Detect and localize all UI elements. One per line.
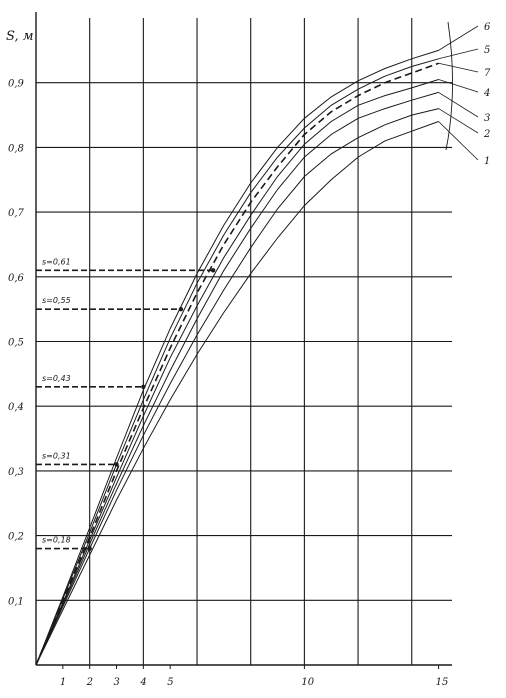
series-lines [35, 21, 479, 666]
y-tick-label: 0,9 [8, 79, 25, 90]
y-tick-label: 0,8 [8, 143, 24, 154]
marker-label: s=0,43 [42, 374, 71, 383]
x-tick-label: 1 [60, 677, 66, 688]
grid [36, 18, 452, 665]
series-label-5: 5 [484, 45, 490, 56]
series-leader-3 [438, 92, 479, 118]
marker-point [210, 268, 216, 273]
series-line-2 [35, 108, 439, 666]
y-axis-label: S, м [6, 29, 34, 44]
series-line-3 [35, 91, 439, 666]
y-tick-label: 0,6 [8, 273, 25, 284]
series-label-3: 3 [484, 113, 490, 124]
x-tick-label: 2 [86, 677, 93, 688]
x-tick-label: 5 [167, 677, 173, 688]
series-leader-1 [438, 121, 479, 161]
series-leader-2 [438, 108, 479, 134]
y-tick-label: 0,5 [8, 338, 24, 349]
marker-label: s=0,31 [42, 451, 71, 460]
series-line-4 [35, 79, 439, 666]
marker-point [141, 384, 146, 389]
marker-point [87, 546, 92, 551]
series-leader-4 [438, 79, 479, 93]
x-tick-label: 4 [139, 677, 146, 688]
series-line-5 [35, 58, 439, 666]
series-line-7 [35, 62, 439, 666]
marker-point [114, 462, 119, 467]
annotations [36, 268, 216, 551]
x-tick-label: 10 [301, 677, 314, 688]
series-label-2: 2 [483, 129, 490, 140]
marker-label: s=0,55 [42, 296, 71, 305]
y-tick-label: 0,1 [8, 596, 24, 607]
marker-point [178, 306, 184, 312]
y-tick-label: 0,4 [8, 402, 24, 413]
labels: S, м 0,1 0,2 0,3 0,4 0,5 0,6 0,7 0,8 0,9 1 2 3 4 5 10 1… [6, 22, 491, 688]
series-line-1 [35, 121, 439, 666]
end-bracket [445, 21, 453, 151]
series-label-4: 4 [483, 88, 490, 99]
series-leader-7 [438, 62, 479, 73]
marker-label: s=0,18 [42, 536, 71, 545]
x-tick-label: 3 [114, 677, 120, 688]
series-line-6 [35, 49, 439, 666]
y-tick-label: 0,7 [8, 208, 25, 219]
series-leader-6 [438, 25, 479, 51]
series-label-1: 1 [484, 156, 490, 167]
marker-label: s=0,61 [42, 257, 71, 266]
axes [35, 12, 452, 669]
x-tick-label: 15 [436, 677, 449, 688]
series-leader-5 [438, 48, 479, 60]
series-label-6: 6 [484, 22, 491, 33]
series-label-7: 7 [484, 68, 491, 79]
y-tick-label: 0,3 [8, 467, 24, 478]
y-tick-label: 0,2 [8, 532, 24, 543]
